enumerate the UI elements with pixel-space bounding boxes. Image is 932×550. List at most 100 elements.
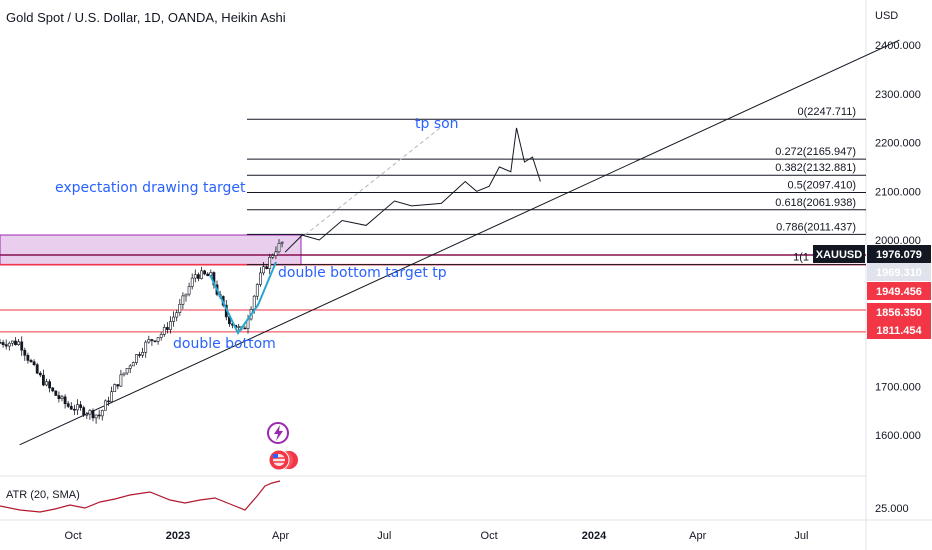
price-tick-label: 2200.000 [875,138,921,150]
candle-body [243,327,247,330]
fib-level-label: 0.272(2165.947) [775,146,856,158]
price-badge [867,303,931,321]
fib-level-label: 1(1 [793,252,809,264]
candle-body [200,270,203,279]
candle-body [88,410,92,415]
candle-body [29,360,33,363]
candle-body [0,342,2,344]
price-badge-value: 1949.456 [876,286,922,298]
candle-body [66,403,70,407]
fib-level-label: 0.5(2097.410) [788,180,857,192]
ascending-trendline[interactable] [19,39,900,446]
candle-body [265,266,269,269]
price-badge [867,245,931,263]
candle-body [169,321,172,330]
candle-body [166,327,169,330]
candle-body [107,400,110,403]
us-flag-event-icon[interactable] [268,449,298,471]
candle-body [69,406,73,410]
time-tick-label: 2023 [166,530,190,542]
candle-body [32,361,36,365]
candle-body [268,256,272,269]
candle-body [150,339,154,342]
projected-price-path[interactable] [284,127,541,253]
candle-body [14,340,17,346]
price-tick-label: 1600.000 [875,430,921,442]
candle-body [190,277,194,287]
price-tick-label: 2400.000 [875,40,921,52]
double-bottom-pattern[interactable] [209,261,277,335]
chart-title: Gold Spot / U.S. Dollar, 1D, OANDA, Heik… [6,10,286,25]
fib-level-label: 0.382(2132.881) [775,162,856,174]
candle-body [262,266,265,274]
candle-body [57,395,61,400]
projection-dashed-line [304,127,441,236]
candle-body [162,327,166,335]
candle-body [203,270,207,275]
indicator-label: ATR (20, SMA) [6,489,80,501]
candle-body [26,354,30,361]
time-tick-label: Jul [377,530,391,542]
candle-body [38,372,42,376]
candle-body [184,293,188,297]
annotation-expectation: expectation drawing target [55,180,246,196]
candle-body [128,365,132,369]
candle-body [131,362,135,367]
fibonacci-labels: 0(2247.711) 0.272(2165.947) 0.382(2132.881… [775,106,856,263]
candle-body [197,274,200,279]
candle-body [135,354,138,363]
candle-body [54,390,58,396]
price-badge [867,282,931,300]
price-badge-value: 1976.079 [876,249,922,261]
price-badge [867,263,931,281]
price-badge-value: 1811.454 [876,325,922,337]
time-tick-label: Apr [272,530,289,542]
candle-body [76,404,79,411]
price-badges: XAUUSD 1976.079 1969.310 1949.456 1856.350 18… [813,245,931,339]
candle-body [144,341,148,353]
candle-body [100,410,104,417]
price-tick-label: 2300.000 [875,89,921,101]
support-zone[interactable] [0,234,302,266]
price-tick-label: 2000.000 [875,235,921,247]
time-ticks: Oct 2023 Apr Jul Oct 2024 Apr Jul [65,530,809,542]
candle-body [113,384,117,392]
time-tick-label: Oct [65,530,82,542]
candle-body [175,312,179,318]
fib-level-label: 0(2247.711) [797,106,856,118]
candle-body [156,337,160,342]
price-tick-label: 2100.000 [875,186,921,198]
candle-body [280,241,284,244]
candle-body [35,364,39,374]
candle-body [91,410,95,419]
candle-body [63,396,67,404]
candle-body [122,372,126,376]
candle-body [82,407,86,416]
candle-body [274,251,278,256]
candle-body [97,414,101,417]
candle-body [110,391,114,403]
candle-body [237,326,241,328]
candle-body [60,396,64,399]
currency-label: USD [875,10,898,22]
candle-body [119,374,123,387]
candle-body [125,367,129,374]
candle-body [104,400,107,411]
candle-body [45,381,48,386]
price-tick-label: 1700.000 [875,381,921,393]
annotation-double-bottom-target: double bottom target tp [278,265,447,281]
candle-body [41,374,45,386]
lightning-event-icon[interactable] [267,422,289,444]
candle-body [252,295,256,310]
candle-body [187,286,191,295]
candle-body [271,255,275,258]
candle-body [255,284,259,297]
fibonacci-levels[interactable] [247,118,866,266]
annotation-double-bottom: double bottom [173,336,276,352]
candle-body [258,272,262,285]
candle-body [193,274,197,279]
candle-body [23,349,27,356]
candle-body [11,340,14,344]
symbol-badge-text: XAUUSD [816,249,863,261]
